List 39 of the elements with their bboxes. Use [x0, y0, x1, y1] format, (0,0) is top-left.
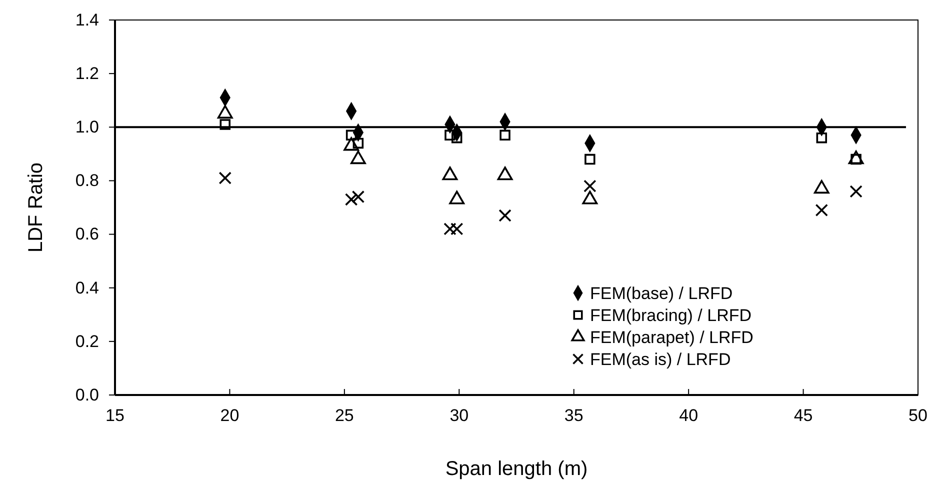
- point: [815, 204, 828, 217]
- y-tick-label: 0.8: [75, 171, 99, 190]
- x-tick-label: 25: [334, 406, 354, 426]
- y-tick-label: 0.6: [75, 224, 99, 244]
- y-tick-label: 0.4: [75, 278, 99, 298]
- point: [850, 185, 862, 198]
- point: [584, 180, 596, 192]
- point: [450, 222, 464, 236]
- legend-label: FEM(bracing) / LRFD: [590, 306, 752, 325]
- legend-label: FEM(parapet) / LRFD: [590, 328, 754, 347]
- legend-label: FEM(as is) / LRFD: [590, 350, 731, 369]
- y-axis-title: LDF Ratio: [25, 162, 47, 253]
- point: [344, 193, 358, 206]
- x-tick-label: 20: [220, 406, 240, 426]
- point: [584, 154, 596, 165]
- x-tick-label: 45: [794, 406, 813, 426]
- point: [218, 172, 232, 184]
- x-tick-label: 50: [908, 406, 928, 426]
- y-tick-label: 1.0: [75, 118, 99, 137]
- y-tick-label: 1.2: [75, 64, 99, 84]
- y-tick-label: 0.0: [75, 385, 99, 404]
- x-tick-label: 40: [679, 406, 698, 426]
- point: [500, 130, 510, 141]
- point: [346, 130, 357, 141]
- point: [498, 209, 512, 222]
- point: [220, 119, 230, 130]
- point: [451, 132, 462, 144]
- point: [816, 132, 828, 144]
- y-tick-label: 1.4: [75, 10, 99, 30]
- point: [352, 138, 364, 149]
- x-tick-label: 30: [450, 406, 469, 426]
- y-tick-label: 0.2: [75, 332, 99, 351]
- point: [352, 190, 365, 204]
- legend-label: FEM(base) / LRFD: [590, 284, 733, 303]
- point: [444, 130, 456, 141]
- x-axis-title: Span length (m): [445, 458, 588, 480]
- point: [444, 222, 456, 236]
- x-tick-label: 15: [106, 406, 124, 426]
- x-tick-label: 35: [564, 406, 584, 426]
